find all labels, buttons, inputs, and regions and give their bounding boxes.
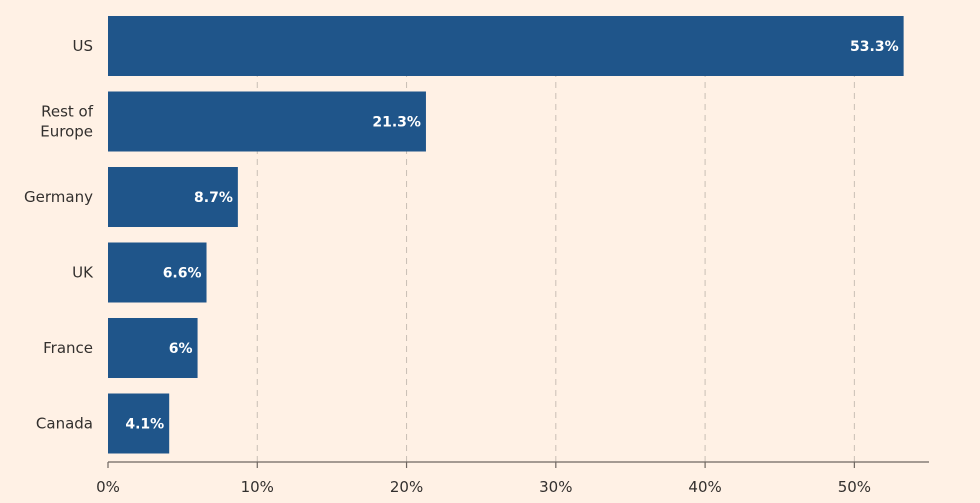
category-label: France	[43, 339, 93, 357]
category-label: Rest of Europe	[40, 103, 93, 141]
x-tick-label: 50%	[838, 478, 871, 496]
category-label-line: Canada	[36, 415, 93, 433]
x-tick-label: 20%	[390, 478, 423, 496]
bar-value-label: 8.7%	[194, 190, 233, 206]
bar	[108, 393, 170, 454]
category-label-line: Germany	[24, 188, 93, 206]
category-label: Canada	[36, 415, 93, 433]
category-labels: US Rest of Europe Germany UK France Canada	[24, 37, 94, 433]
bar	[108, 167, 238, 227]
category-label: Germany	[24, 188, 93, 206]
category-label-line: Rest of	[41, 103, 94, 121]
bar-value-label: 53.3%	[850, 39, 899, 55]
bar-value-label: 21.3%	[372, 115, 421, 131]
bar	[108, 91, 426, 152]
x-tick-label: 10%	[241, 478, 274, 496]
x-axis: 0% 10% 20% 30% 40% 50%	[96, 461, 929, 496]
bar	[108, 242, 207, 303]
bar-value-label: 6.6%	[163, 266, 202, 282]
category-label-line: France	[43, 339, 93, 357]
x-tick-label: 0%	[96, 478, 120, 496]
category-label-line: Europe	[40, 123, 93, 141]
category-label: US	[72, 37, 93, 55]
category-label-line: US	[72, 37, 93, 55]
bar	[108, 318, 198, 378]
bar	[108, 16, 904, 76]
category-label-line: UK	[72, 264, 94, 282]
bar-value-label: 4.1%	[125, 417, 164, 433]
bars: 53.3% 21.3% 8.7% 6.6% 6% 4.1%	[108, 16, 904, 454]
gridlines	[256, 16, 855, 462]
x-tick-label: 40%	[688, 478, 721, 496]
bar-value-label: 6%	[169, 341, 193, 357]
x-tick-label: 30%	[539, 478, 572, 496]
category-label: UK	[72, 264, 94, 282]
